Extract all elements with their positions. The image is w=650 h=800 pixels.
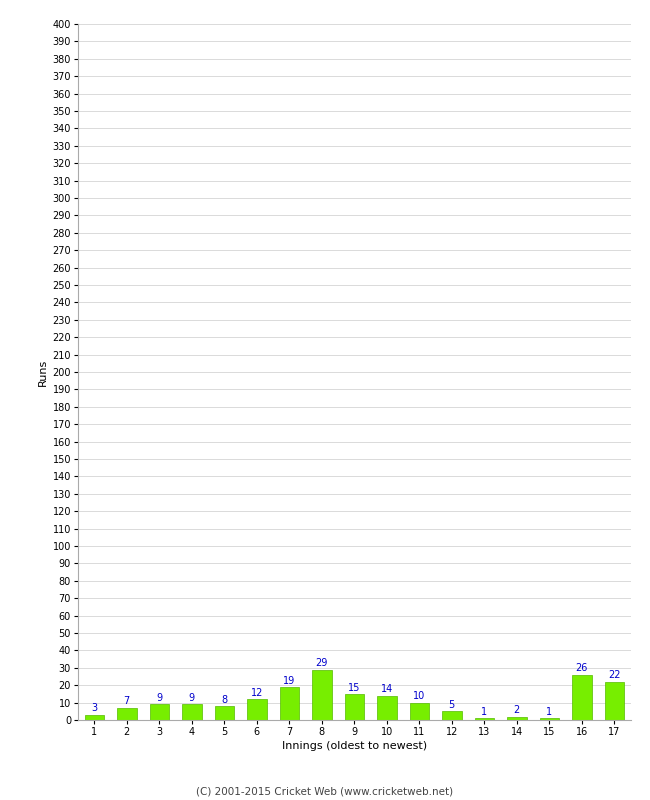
Bar bbox=[507, 717, 526, 720]
Bar bbox=[182, 704, 202, 720]
Text: 7: 7 bbox=[124, 697, 130, 706]
Text: 29: 29 bbox=[315, 658, 328, 668]
Text: 9: 9 bbox=[188, 693, 195, 703]
Bar bbox=[540, 718, 559, 720]
Text: 22: 22 bbox=[608, 670, 621, 680]
Bar bbox=[474, 718, 494, 720]
Bar bbox=[604, 682, 624, 720]
Text: 8: 8 bbox=[221, 694, 228, 705]
Text: 2: 2 bbox=[514, 705, 520, 715]
Bar bbox=[442, 711, 462, 720]
Bar bbox=[572, 674, 592, 720]
Bar bbox=[214, 706, 234, 720]
Y-axis label: Runs: Runs bbox=[38, 358, 48, 386]
Bar bbox=[312, 670, 332, 720]
Text: 14: 14 bbox=[381, 684, 393, 694]
Text: 1: 1 bbox=[481, 707, 488, 717]
Bar bbox=[410, 702, 429, 720]
Text: 19: 19 bbox=[283, 675, 295, 686]
Text: 10: 10 bbox=[413, 691, 425, 702]
Bar bbox=[280, 687, 299, 720]
Text: (C) 2001-2015 Cricket Web (www.cricketweb.net): (C) 2001-2015 Cricket Web (www.cricketwe… bbox=[196, 786, 454, 796]
Bar bbox=[377, 696, 396, 720]
Text: 26: 26 bbox=[575, 663, 588, 674]
Bar bbox=[247, 699, 266, 720]
Text: 9: 9 bbox=[156, 693, 162, 703]
Bar bbox=[84, 714, 104, 720]
Bar bbox=[117, 708, 136, 720]
Text: 15: 15 bbox=[348, 682, 361, 693]
Text: 5: 5 bbox=[448, 700, 455, 710]
Text: 12: 12 bbox=[250, 688, 263, 698]
X-axis label: Innings (oldest to newest): Innings (oldest to newest) bbox=[281, 741, 427, 751]
Bar bbox=[150, 704, 169, 720]
Text: 3: 3 bbox=[91, 703, 98, 714]
Bar bbox=[344, 694, 364, 720]
Text: 1: 1 bbox=[546, 707, 552, 717]
